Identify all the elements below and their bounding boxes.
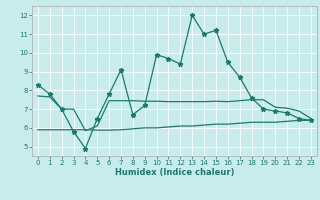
X-axis label: Humidex (Indice chaleur): Humidex (Indice chaleur) [115,168,234,177]
